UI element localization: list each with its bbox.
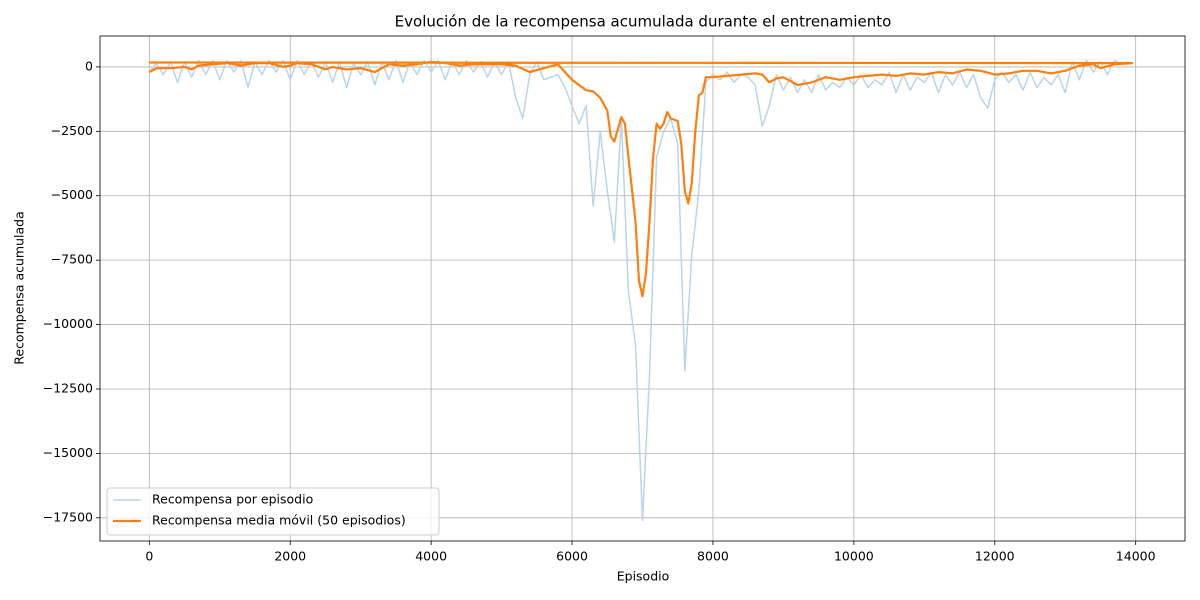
y-tick-label: −2500 — [51, 123, 93, 138]
x-tick-label: 6000 — [556, 549, 588, 564]
x-tick-label: 4000 — [415, 549, 447, 564]
x-tick-label: 14000 — [1116, 549, 1156, 564]
y-tick-label: 0 — [85, 58, 93, 73]
y-tick-label: −7500 — [51, 252, 93, 267]
x-tick-label: 10000 — [834, 549, 874, 564]
x-tick-label: 12000 — [975, 549, 1015, 564]
series-line — [148, 60, 1134, 298]
y-tick-label: −10000 — [43, 316, 93, 331]
grid — [100, 36, 1185, 541]
legend: Recompensa por episodio Recompensa media … — [106, 487, 440, 536]
x-tick-label: 0 — [145, 549, 153, 564]
legend-label: Recompensa por episodio — [152, 492, 313, 507]
y-tick-label: −12500 — [43, 380, 93, 395]
legend-box — [106, 487, 440, 536]
y-tick-label: −17500 — [43, 509, 93, 524]
chart-title: Evolución de la recompensa acumulada dur… — [395, 13, 892, 31]
y-tick-label: −5000 — [51, 187, 93, 202]
x-tick-label: 2000 — [274, 549, 306, 564]
x-tick-label: 8000 — [697, 549, 729, 564]
y-axis-label: Recompensa acumulada — [12, 211, 27, 365]
y-tick-label: −15000 — [43, 445, 93, 460]
plot-frame — [99, 35, 1186, 542]
series-line — [148, 59, 1129, 522]
x-axis-label: Episodio — [617, 569, 670, 584]
legend-label: Recompensa media móvil (50 episodios) — [152, 513, 406, 528]
